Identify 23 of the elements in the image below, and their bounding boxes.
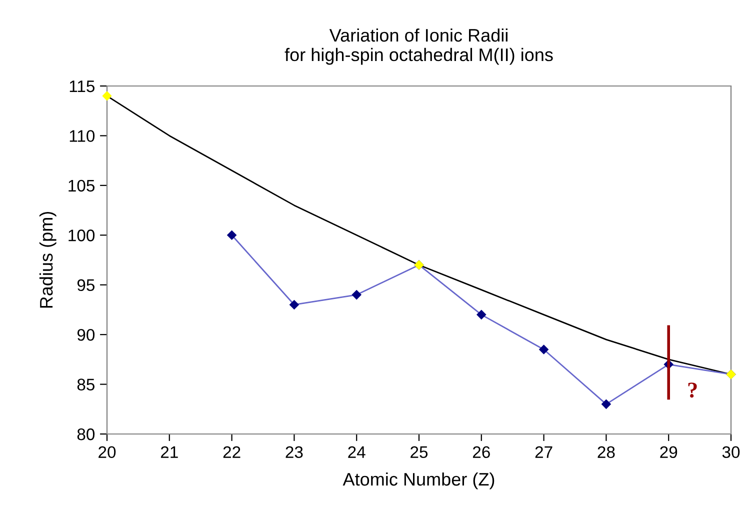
y-tick-label: 100	[68, 230, 95, 242]
y-tick-label: 115	[70, 80, 94, 92]
x-tick-label: 20	[98, 446, 116, 458]
x-axis-title: Atomic Number (Z)	[342, 472, 494, 490]
x-tick-label: 24	[348, 446, 366, 458]
x-tick-label: 28	[598, 446, 615, 458]
chart-title: Variation of Ionic Radii for high-spin octahedral M(II) ions	[284, 28, 553, 65]
x-tick-label: 29	[660, 446, 678, 458]
x-tick-label: 30	[722, 446, 740, 458]
x-tick-label: 21	[160, 446, 178, 458]
y-tick-label: 105	[68, 180, 94, 192]
y-tick-label: 90	[77, 328, 95, 341]
x-tick-label: 23	[286, 446, 303, 458]
x-tick-label: 22	[223, 446, 240, 458]
y-tick-label: 95	[77, 279, 94, 292]
y-tick-label: 110	[70, 130, 95, 142]
annotation: ?	[688, 382, 697, 398]
x-tick-label: 25	[410, 446, 428, 458]
y-tick-label: 80	[77, 428, 95, 440]
x-tick-label: 26	[472, 446, 490, 458]
x-tick-label: 27	[535, 446, 552, 458]
y-axis-title: Radius (pm)	[39, 212, 56, 308]
y-tick-label: 85	[77, 378, 94, 390]
